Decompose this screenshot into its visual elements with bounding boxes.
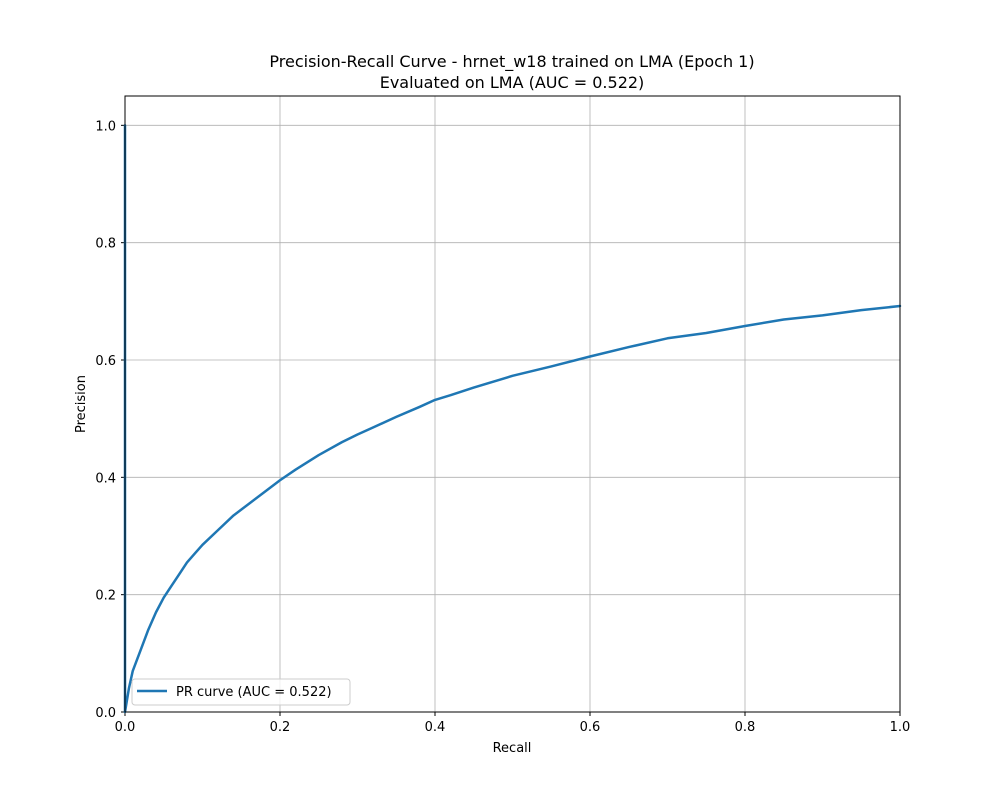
series-lines — [123, 124, 902, 714]
y-tick-label: 0.0 — [95, 706, 116, 721]
y-tick-label: 0.2 — [95, 589, 116, 604]
x-tick-label: 0.2 — [270, 720, 291, 735]
y-axis-label: Precision — [74, 375, 89, 433]
pr-curve-line — [123, 124, 902, 714]
x-axis-ticks: 0.0 0.2 0.4 0.6 0.8 1.0 — [115, 712, 911, 735]
legend: PR curve (AUC = 0.522) — [131, 678, 351, 706]
plot-frame — [124, 95, 901, 713]
x-tick-label: 0.8 — [735, 720, 756, 735]
y-tick-label: 1.0 — [95, 119, 116, 134]
x-tick-label: 0.6 — [580, 720, 601, 735]
y-tick-label: 0.8 — [95, 237, 116, 252]
legend-box — [131, 678, 351, 706]
legend-entry-label: PR curve (AUC = 0.522) — [176, 685, 332, 700]
y-axis-ticks: 0.0 0.2 0.4 0.6 0.8 1.0 — [95, 119, 125, 721]
chart-subtitle: Evaluated on LMA (AUC = 0.522) — [380, 73, 645, 92]
chart-title: Precision-Recall Curve - hrnet_w18 train… — [269, 52, 754, 72]
grid-lines — [124, 96, 901, 713]
x-tick-label: 0.4 — [425, 720, 446, 735]
y-tick-label: 0.6 — [95, 354, 116, 369]
x-tick-label: 0.0 — [115, 720, 136, 735]
x-tick-label: 1.0 — [890, 720, 911, 735]
x-axis-label: Recall — [493, 741, 532, 756]
y-tick-label: 0.4 — [95, 471, 116, 486]
